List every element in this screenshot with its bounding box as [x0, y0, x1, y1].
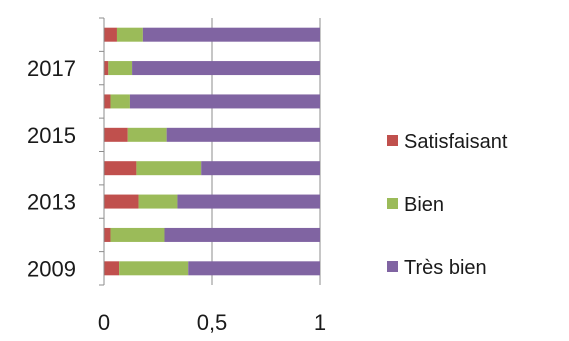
bar-4-bien	[127, 127, 167, 142]
legend-label-tr-s-bien: Très bien	[404, 257, 487, 279]
bar-7-bien	[116, 27, 143, 42]
bar-0-satisfaisant	[104, 261, 120, 276]
bar-3-satisfaisant	[104, 161, 137, 176]
x-tick-label-0: 0	[98, 310, 110, 335]
gridlines	[211, 18, 321, 285]
bar-5-tr-s-bien	[129, 94, 320, 109]
legend-swatch-bien	[387, 198, 398, 209]
x-tick-label-2: 1	[314, 310, 326, 335]
x-tick-labels: 0 0,5 1	[98, 310, 326, 335]
y-tick-label-2013: 2013	[27, 190, 76, 215]
y-tick-labels: 2009 2013 2015 2017	[27, 56, 76, 281]
legend: Satisfaisant Bien Très bien	[387, 131, 508, 279]
bar-2-satisfaisant	[104, 194, 139, 209]
axes	[99, 17, 105, 286]
x-tick-label-1: 0,5	[197, 310, 228, 335]
legend-swatch-satisfaisant	[387, 135, 398, 146]
bar-6-tr-s-bien	[132, 61, 320, 76]
bar-6-bien	[108, 61, 133, 76]
legend-label-satisfaisant: Satisfaisant	[404, 131, 508, 153]
bars	[104, 27, 320, 276]
bar-7-satisfaisant	[104, 27, 117, 42]
bar-7-tr-s-bien	[142, 27, 320, 42]
legend-swatch-tr-s-bien	[387, 261, 398, 272]
bar-0-tr-s-bien	[188, 261, 320, 276]
bar-2-bien	[138, 194, 178, 209]
bar-3-bien	[136, 161, 202, 176]
legend-label-bien: Bien	[404, 194, 444, 216]
y-tick-label-2015: 2015	[27, 123, 76, 148]
bar-1-bien	[110, 227, 165, 242]
bar-5-bien	[110, 94, 130, 109]
bar-4-satisfaisant	[104, 127, 128, 142]
bar-4-tr-s-bien	[166, 127, 320, 142]
y-tick-label-2017: 2017	[27, 56, 76, 81]
bar-1-tr-s-bien	[164, 227, 320, 242]
bar-6-satisfaisant	[104, 61, 109, 76]
y-tick-label-2009: 2009	[27, 256, 76, 281]
bar-0-bien	[119, 261, 189, 276]
bar-3-tr-s-bien	[201, 161, 320, 176]
bar-5-satisfaisant	[104, 94, 111, 109]
bar-2-tr-s-bien	[177, 194, 320, 209]
bar-1-satisfaisant	[104, 227, 111, 242]
